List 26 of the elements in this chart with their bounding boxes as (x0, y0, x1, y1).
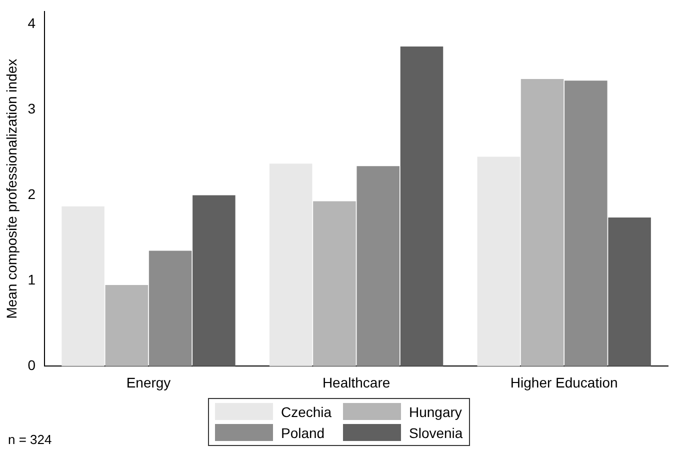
bar (192, 195, 236, 366)
y-tick-label: 4 (28, 15, 36, 32)
legend-label: Slovenia (409, 424, 463, 440)
y-tick-label: 1 (28, 272, 36, 288)
bar (313, 201, 356, 366)
y-axis-title: Mean composite professionalization index (3, 58, 20, 319)
bar (520, 78, 564, 366)
bar (62, 206, 104, 366)
bar (356, 166, 400, 366)
x-tick-label: Energy (126, 374, 171, 390)
bar (148, 250, 192, 366)
bar (477, 156, 520, 366)
bar (105, 284, 148, 366)
y-tick-label: 0 (28, 357, 36, 374)
bar (564, 80, 608, 366)
legend-label: Hungary (409, 404, 462, 420)
bar (608, 217, 651, 366)
bar (269, 164, 312, 366)
legend-label: Poland (281, 424, 325, 440)
y-tick-label: 2 (28, 186, 36, 202)
x-tick-label: Higher Education (510, 374, 618, 390)
legend-label: Czechia (281, 404, 332, 420)
bar (400, 46, 444, 366)
x-tick-label: Healthcare (322, 374, 390, 390)
text: n = 324 (8, 432, 52, 447)
y-tick-label: 3 (28, 100, 36, 117)
